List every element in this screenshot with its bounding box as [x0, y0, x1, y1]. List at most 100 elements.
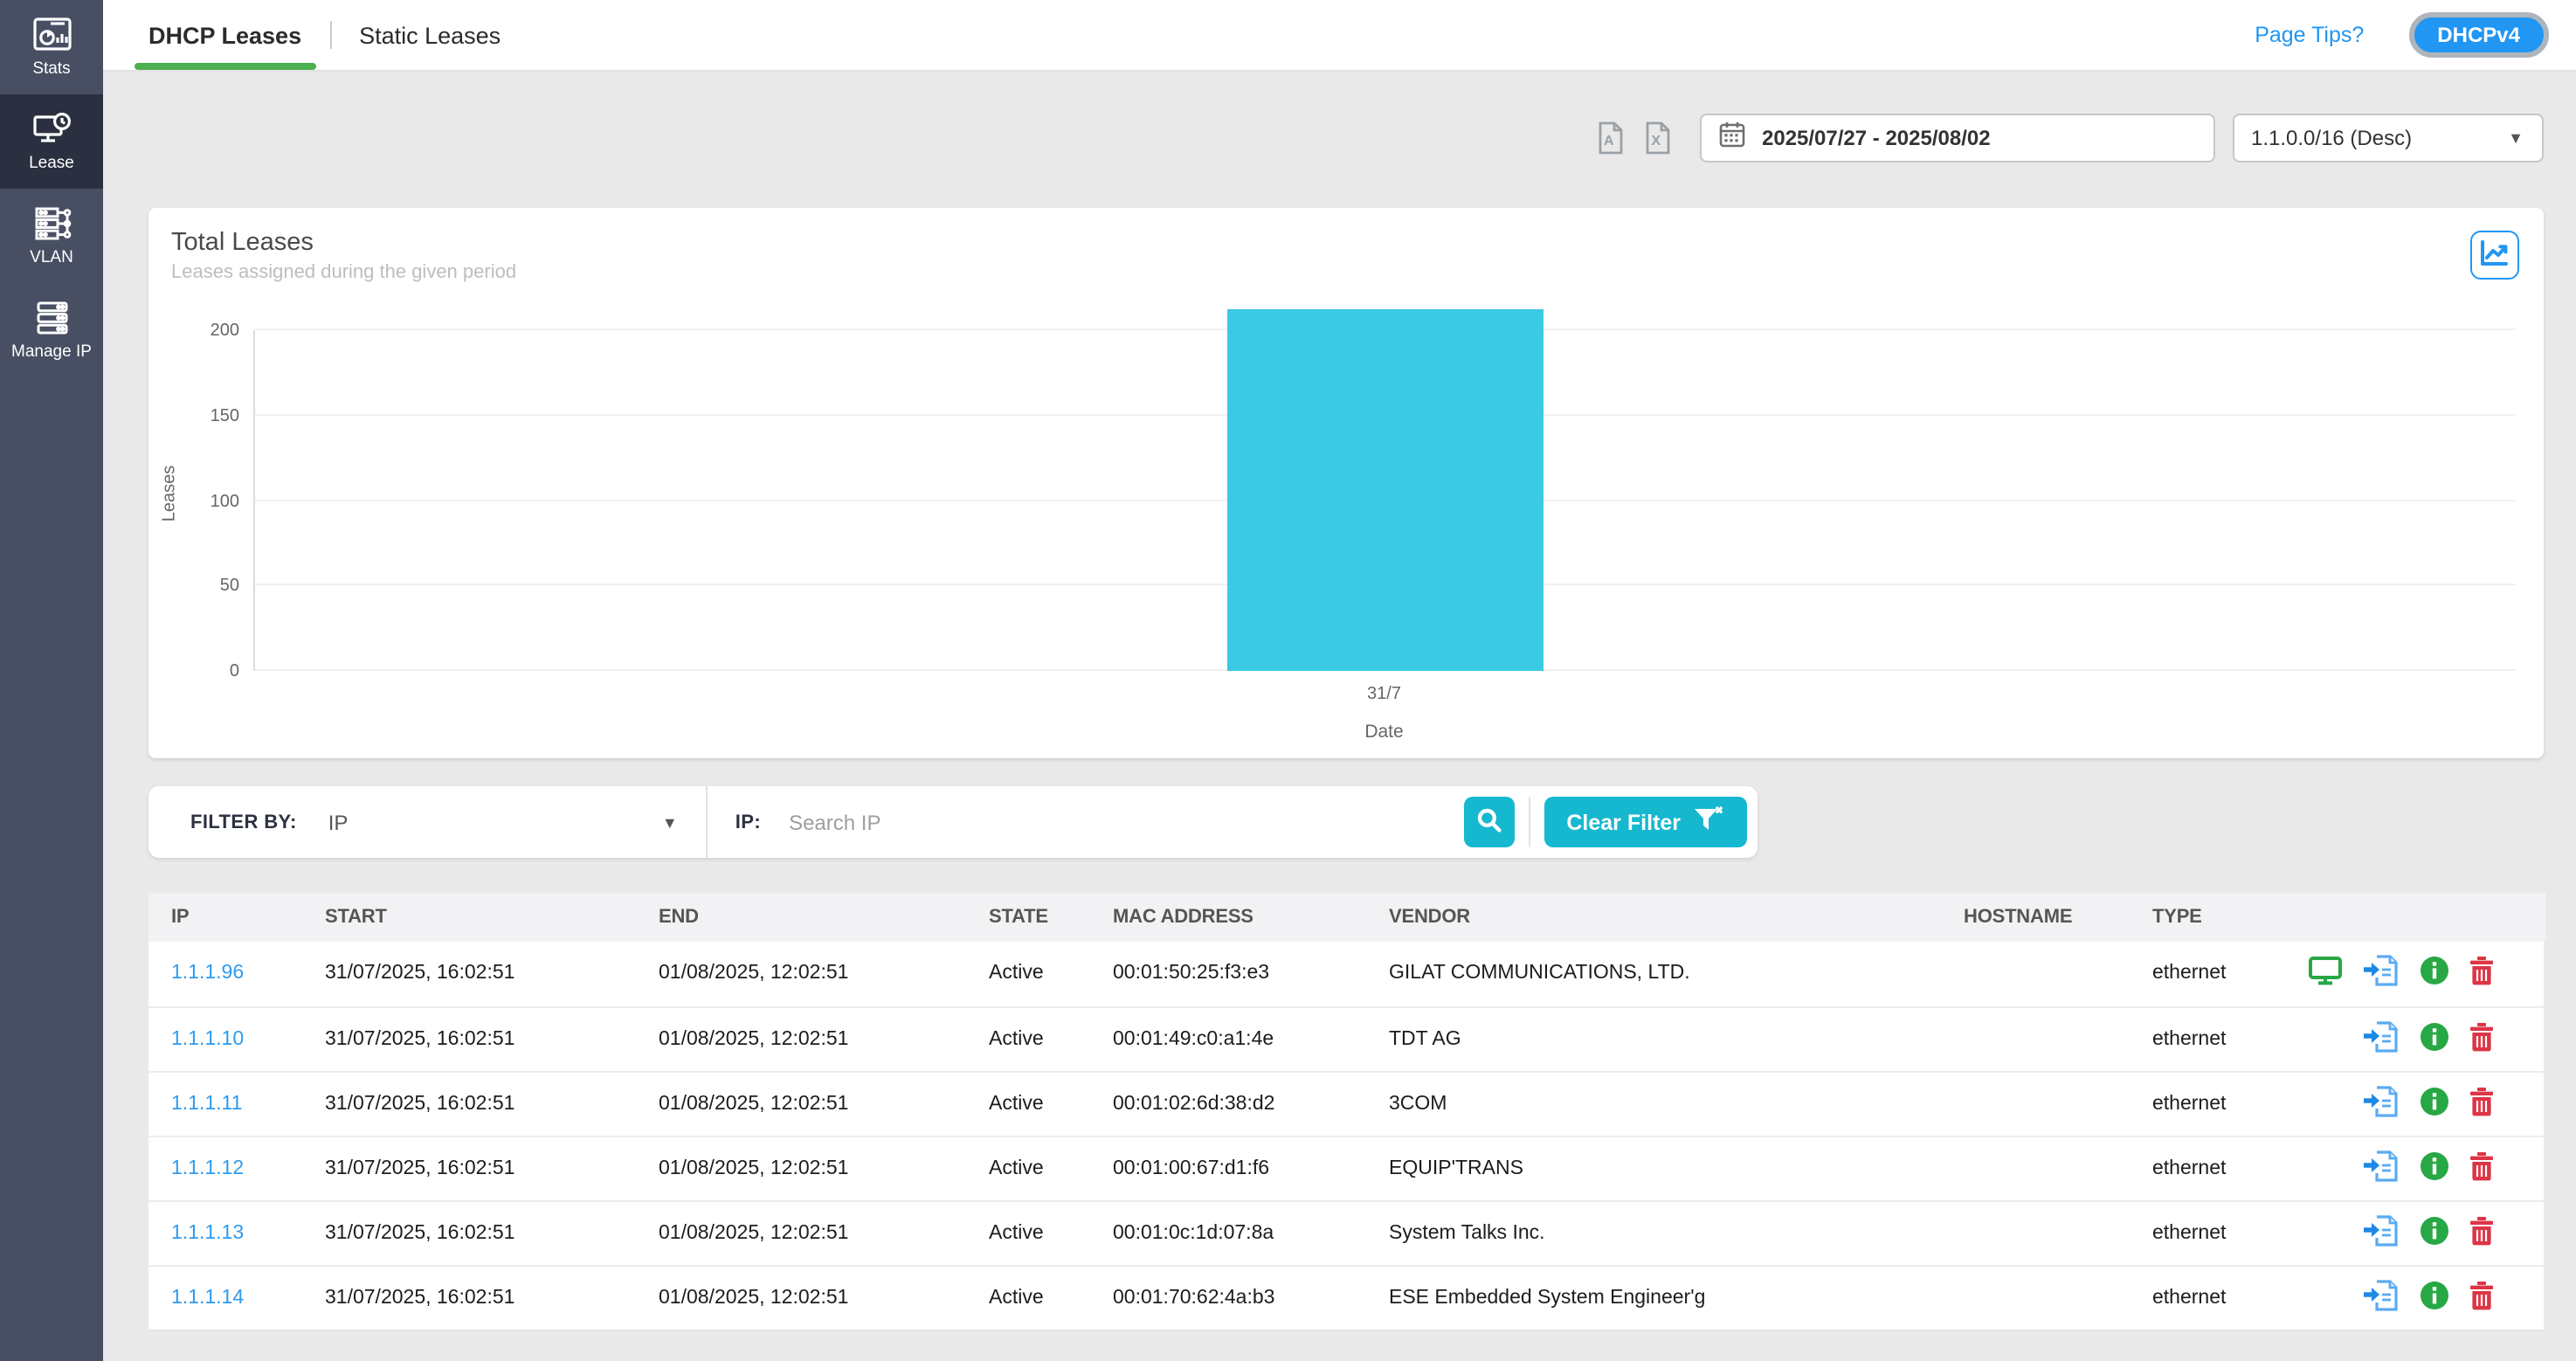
- convert-to-static-button[interactable]: [2362, 1278, 2400, 1316]
- convert-to-static-button[interactable]: [2362, 1084, 2400, 1123]
- export-to-document-icon: [2362, 1019, 2400, 1058]
- ip-link[interactable]: 1.1.1.96: [171, 963, 245, 984]
- subnet-select[interactable]: 1.1.0.0/16 (Desc) ▼: [2232, 114, 2543, 162]
- chart-y-tick-label: 150: [210, 406, 239, 426]
- chart-plot: 0 50 100 150 200: [211, 309, 2515, 681]
- main-area: DHCP Leases Static Leases Page Tips? DHC…: [103, 0, 2576, 1361]
- total-leases-chart-card: Total Leases Leases assigned during the …: [148, 208, 2543, 758]
- ip-link[interactable]: 1.1.1.10: [171, 1028, 245, 1049]
- tab-dhcp-leases[interactable]: DHCP Leases: [124, 0, 326, 70]
- info-button[interactable]: [2420, 1021, 2449, 1056]
- col-header-mac: MAC ADDRESS: [1090, 893, 1366, 942]
- end-cell: 01/08/2025, 12:02:51: [636, 1136, 966, 1201]
- clear-filter-label: Clear Filter: [1566, 810, 1681, 834]
- convert-to-static-button[interactable]: [2362, 1213, 2400, 1252]
- sidebar-item-lease[interactable]: Lease: [0, 94, 103, 189]
- hostname-cell: [1941, 1006, 2130, 1072]
- type-cell: ethernet: [2130, 1071, 2285, 1136]
- divider: [1528, 797, 1530, 847]
- info-button[interactable]: [2420, 1215, 2449, 1250]
- trash-icon: [2469, 1086, 2495, 1121]
- caret-down-icon: ▼: [2508, 129, 2524, 147]
- ip-link[interactable]: 1.1.1.14: [171, 1287, 245, 1308]
- info-icon: [2420, 1215, 2449, 1250]
- tab-bar: DHCP Leases Static Leases: [124, 0, 525, 70]
- chart-y-tick-label: 50: [219, 577, 239, 597]
- convert-to-static-button[interactable]: [2362, 1019, 2400, 1058]
- search-icon: [1475, 806, 1502, 838]
- table-row: 1.1.1.13 31/07/2025, 16:02:51 01/08/2025…: [148, 1200, 2545, 1266]
- convert-to-static-button[interactable]: [2362, 1149, 2400, 1187]
- convert-to-static-button[interactable]: [2362, 955, 2400, 993]
- info-button[interactable]: [2420, 1280, 2449, 1315]
- row-actions: [2308, 1084, 2545, 1123]
- trash-icon: [2469, 1280, 2495, 1315]
- date-range-input[interactable]: [1758, 124, 2195, 152]
- ip-field-label: IP:: [735, 812, 762, 832]
- hostname-cell: [1941, 1265, 2130, 1330]
- info-button[interactable]: [2420, 1150, 2449, 1185]
- date-range-picker[interactable]: [1699, 114, 2214, 162]
- delete-button[interactable]: [2469, 1215, 2495, 1250]
- ip-link[interactable]: 1.1.1.13: [171, 1222, 245, 1243]
- state-cell: Active: [966, 942, 1090, 1007]
- ping-monitor-button[interactable]: [2308, 957, 2343, 991]
- excel-export-icon[interactable]: X: [1641, 121, 1671, 155]
- sidebar-item-vlan[interactable]: VLAN: [0, 189, 103, 283]
- vendor-cell: System Talks Inc.: [1366, 1200, 1941, 1266]
- search-ip-input[interactable]: [785, 808, 1464, 836]
- state-cell: Active: [966, 1136, 1090, 1201]
- export-to-document-icon: [2362, 1149, 2400, 1187]
- row-actions: [2308, 1019, 2545, 1058]
- delete-button[interactable]: [2469, 1150, 2495, 1185]
- caret-down-icon: ▼: [661, 813, 678, 831]
- ip-link[interactable]: 1.1.1.12: [171, 1157, 245, 1178]
- tab-separator: [329, 21, 332, 49]
- leases-table-card: IP START END STATE MAC ADDRESS VENDOR HO…: [148, 893, 2545, 1330]
- delete-button[interactable]: [2469, 1280, 2495, 1315]
- info-button[interactable]: [2420, 1086, 2449, 1121]
- sidebar-item-manage-ip[interactable]: Manage IP: [0, 283, 103, 377]
- dhcp-version-button[interactable]: DHCPv4: [2409, 12, 2548, 58]
- manage-ip-icon: [31, 299, 73, 337]
- subnet-select-value: 1.1.0.0/16 (Desc): [2251, 126, 2413, 150]
- pdf-export-icon[interactable]: A: [1594, 121, 1624, 155]
- delete-button[interactable]: [2469, 1021, 2495, 1056]
- type-cell: ethernet: [2130, 1136, 2285, 1201]
- chart-type-toggle-button[interactable]: [2469, 231, 2518, 280]
- vendor-cell: GILAT COMMUNICATIONS, LTD.: [1366, 942, 1941, 1007]
- clear-filter-button[interactable]: Clear Filter: [1544, 797, 1747, 847]
- ip-link[interactable]: 1.1.1.11: [171, 1093, 243, 1114]
- delete-button[interactable]: [2469, 957, 2495, 991]
- filter-x-icon: [1693, 805, 1724, 839]
- sidebar-item-label: Stats: [32, 59, 71, 79]
- export-to-document-icon: [2362, 955, 2400, 993]
- state-cell: Active: [966, 1200, 1090, 1266]
- page-tips-link[interactable]: Page Tips?: [2255, 23, 2365, 47]
- search-button[interactable]: [1463, 797, 1515, 847]
- svg-text:X: X: [1650, 134, 1660, 149]
- row-actions: [2308, 1213, 2545, 1252]
- table-header: IP START END STATE MAC ADDRESS VENDOR HO…: [148, 893, 2545, 942]
- info-button[interactable]: [2420, 957, 2449, 991]
- start-cell: 31/07/2025, 16:02:51: [302, 942, 636, 1007]
- delete-button[interactable]: [2469, 1086, 2495, 1121]
- chart-x-tick-label: 31/7: [1367, 685, 1401, 704]
- row-actions: [2308, 955, 2545, 993]
- type-cell: ethernet: [2130, 1006, 2285, 1072]
- state-cell: Active: [966, 1006, 1090, 1072]
- sidebar-item-stats[interactable]: Stats: [0, 0, 103, 94]
- vlan-icon: [31, 204, 73, 243]
- sidebar-item-label: VLAN: [30, 248, 73, 267]
- tab-static-leases[interactable]: Static Leases: [335, 0, 525, 70]
- export-to-document-icon: [2362, 1084, 2400, 1123]
- toolbar-row: A X: [148, 114, 2543, 162]
- hostname-cell: [1941, 942, 2130, 1007]
- table-body: 1.1.1.96 31/07/2025, 16:02:51 01/08/2025…: [148, 942, 2545, 1330]
- tab-label: Static Leases: [359, 22, 501, 48]
- content: A X: [103, 72, 2576, 1361]
- start-cell: 31/07/2025, 16:02:51: [302, 1071, 636, 1136]
- end-cell: 01/08/2025, 12:02:51: [636, 1071, 966, 1136]
- filter-by-select[interactable]: IP ▼: [328, 810, 678, 834]
